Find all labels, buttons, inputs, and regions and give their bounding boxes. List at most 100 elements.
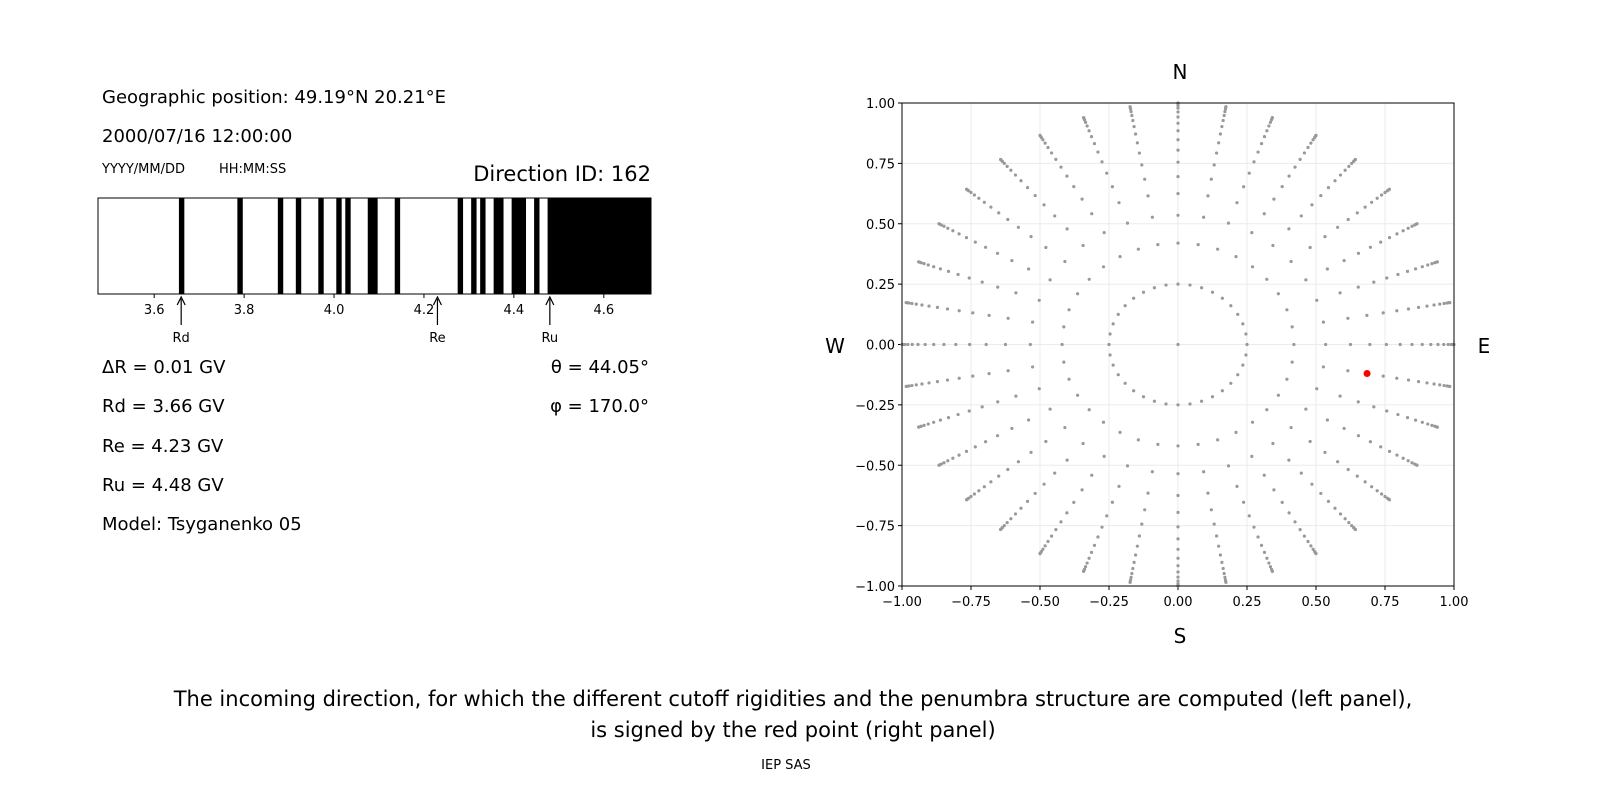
direction-point	[1347, 521, 1351, 525]
x-tick-label: 4.4	[504, 303, 525, 318]
direction-point	[1164, 402, 1168, 406]
direction-point	[1176, 556, 1180, 560]
direction-point	[1356, 285, 1360, 289]
x-tick-label: −0.75	[951, 595, 991, 610]
direction-point	[1346, 316, 1350, 320]
direction-point	[1338, 291, 1342, 295]
direction-point	[1311, 138, 1315, 142]
direction-point	[1270, 115, 1274, 120]
direction-point	[1350, 161, 1354, 165]
direction-point	[1265, 277, 1269, 281]
direction-point	[1033, 193, 1037, 198]
forbidden-band	[498, 198, 504, 294]
direction-point	[920, 382, 924, 386]
direction-point	[932, 420, 936, 424]
direction-point	[1046, 539, 1050, 544]
direction-point	[1223, 575, 1227, 579]
direction-point	[1383, 190, 1387, 195]
direction-point	[1067, 377, 1071, 381]
direction-point	[1049, 534, 1054, 538]
direction-point	[1128, 105, 1132, 109]
direction-point	[1270, 569, 1274, 574]
direction-point	[1010, 426, 1014, 431]
direction-point	[1038, 133, 1042, 137]
direction-point	[1038, 552, 1042, 556]
direction-point	[1287, 511, 1291, 515]
direction-point	[1395, 376, 1399, 380]
direction-point	[1435, 260, 1439, 264]
direction-point	[1176, 282, 1180, 286]
x-tick-label: −0.25	[1089, 595, 1129, 610]
direction-point	[1342, 426, 1346, 431]
direction-point	[1267, 561, 1271, 565]
direction-point	[1105, 514, 1109, 518]
direction-point	[1429, 342, 1433, 347]
direction-point	[1029, 450, 1033, 454]
direction-point	[954, 342, 958, 347]
direction-point	[1130, 113, 1134, 118]
direction-point	[1014, 394, 1018, 398]
direction-point	[1298, 157, 1302, 162]
direction-point	[917, 260, 921, 264]
direction-point	[1415, 222, 1419, 226]
direction-point	[1372, 405, 1376, 409]
direction-point	[1081, 441, 1085, 446]
direction-point	[1196, 243, 1200, 247]
direction-point	[1002, 524, 1006, 528]
direction-point	[1311, 547, 1315, 551]
direction-point	[946, 459, 950, 463]
x-tick-label: 4.2	[414, 303, 435, 318]
forbidden-band	[480, 198, 486, 294]
direction-point	[1252, 160, 1256, 164]
direction-point	[1164, 283, 1168, 287]
direction-point	[998, 157, 1003, 162]
direction-point	[1262, 550, 1267, 554]
direction-point	[1256, 150, 1260, 154]
direction-point	[1006, 217, 1010, 222]
direction-point	[1033, 491, 1037, 496]
direction-point	[1141, 395, 1146, 399]
geo-position: Geographic position: 49.19°N 20.21°E	[102, 87, 446, 108]
direction-point	[1029, 235, 1033, 239]
direction-point	[1310, 482, 1314, 486]
direction-point	[1043, 141, 1047, 145]
direction-point	[1420, 420, 1424, 424]
direction-point	[1137, 534, 1142, 538]
compass-north: N	[1173, 60, 1188, 84]
direction-point	[1006, 467, 1010, 472]
direction-point	[1306, 539, 1310, 544]
direction-point	[1133, 132, 1138, 136]
direction-point	[977, 489, 981, 493]
direction-point	[1111, 322, 1115, 326]
direction-point	[1446, 342, 1450, 347]
direction-point	[1350, 524, 1354, 528]
direction-point	[1405, 269, 1410, 274]
direction-point	[1234, 430, 1238, 434]
direction-point	[1236, 373, 1240, 377]
direction-point	[1019, 506, 1023, 510]
direction-point	[1272, 488, 1276, 492]
direction-point	[1368, 440, 1373, 444]
direction-point	[1152, 286, 1157, 290]
direction-point	[922, 262, 926, 266]
direction-point	[1013, 512, 1018, 516]
direction-point	[935, 305, 940, 309]
direction-point	[1196, 442, 1200, 446]
direction-point	[1309, 544, 1313, 548]
direction-point	[1027, 267, 1031, 271]
direction-point	[1025, 499, 1030, 503]
direction-point	[956, 412, 960, 417]
direction-point	[937, 222, 941, 226]
direction-point	[1005, 521, 1009, 525]
forbidden-band	[394, 198, 401, 294]
direction-point	[1250, 265, 1255, 269]
direction-point	[1176, 213, 1180, 217]
direction-point	[1044, 245, 1048, 250]
direction-point	[1387, 236, 1392, 240]
direction-point	[1132, 125, 1136, 129]
direction-point	[982, 485, 986, 489]
plot-frame	[901, 102, 1455, 587]
direction-point	[1131, 118, 1135, 123]
x-tick-label: −0.50	[1020, 595, 1060, 610]
direction-point	[906, 342, 910, 347]
